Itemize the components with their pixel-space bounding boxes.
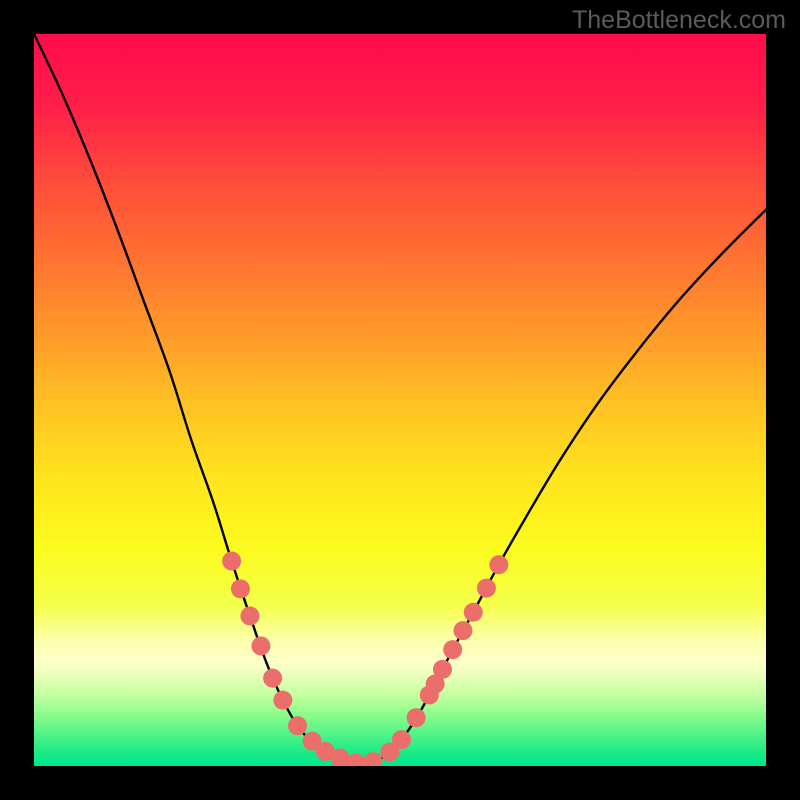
- curve-marker: [231, 579, 250, 598]
- curve-marker: [251, 636, 270, 655]
- curve-marker: [288, 716, 307, 735]
- curve-marker: [433, 660, 452, 679]
- curve-marker: [407, 708, 426, 727]
- curve-marker: [453, 621, 472, 640]
- watermark-text: TheBottleneck.com: [572, 6, 786, 35]
- bottleneck-curve: [34, 34, 766, 763]
- curve-marker: [443, 640, 462, 659]
- curve-marker: [464, 603, 483, 622]
- curve-marker: [273, 691, 292, 710]
- curve-marker: [489, 555, 508, 574]
- curve-marker: [263, 669, 282, 688]
- curve-marker: [330, 748, 349, 767]
- curve-marker: [392, 730, 411, 749]
- curve-marker: [347, 754, 366, 773]
- chart-stage: TheBottleneck.com: [0, 0, 800, 800]
- curve-marker: [222, 552, 241, 571]
- curve-marker: [363, 752, 382, 771]
- bottleneck-curve-layer: [0, 0, 800, 800]
- curve-marker: [477, 579, 496, 598]
- curve-marker: [240, 606, 259, 625]
